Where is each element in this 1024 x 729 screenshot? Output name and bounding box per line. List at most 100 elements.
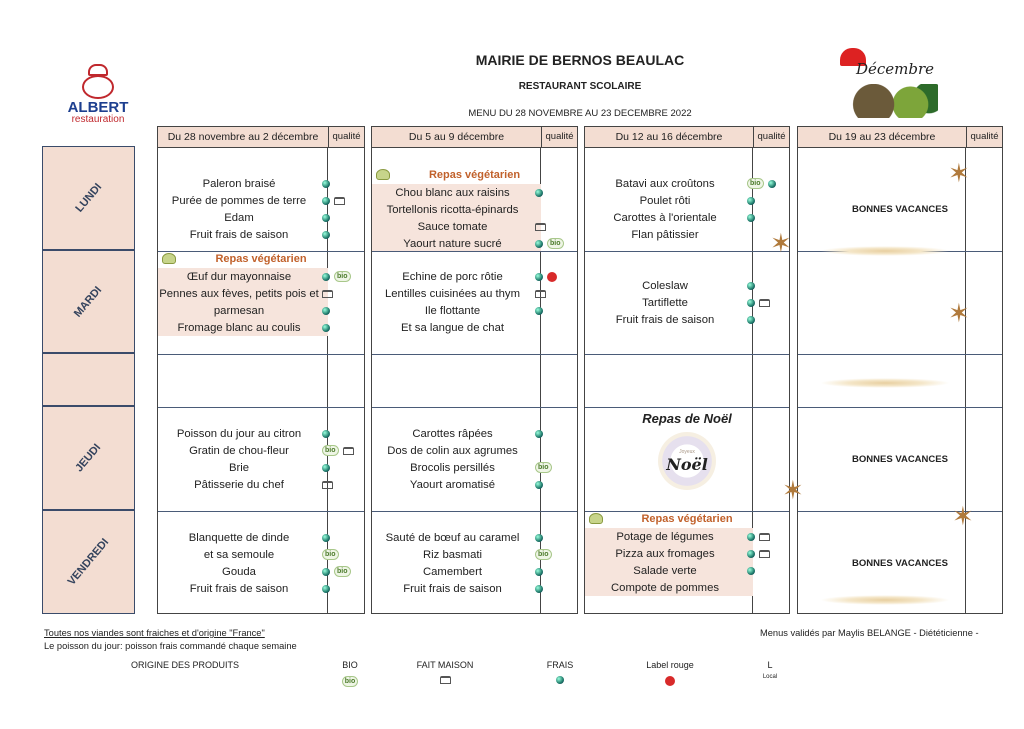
frais-icon [535,188,543,197]
dish-name: Poulet rôti [639,194,691,207]
holiday-label: BONNES VACANCES [852,453,948,465]
quality-icons [745,213,789,222]
row-divider [158,407,364,408]
fait-icon [334,196,345,205]
quality-icons: bio [533,549,577,560]
frais-icon [535,307,543,315]
week-dates: Du 5 au 9 décembre [408,131,505,143]
menu-item: Riz basmati bio [372,546,577,563]
menu-items: Sauté de bœuf au caramel Riz basmati bio Ca… [372,529,577,597]
dish-name: Purée de pommes de terre [171,194,307,207]
menu-cell-mercredi [585,354,789,407]
fait-icon [342,446,354,455]
legend-fait-label: FAIT MAISON [416,660,474,670]
quality-icons [533,429,577,438]
menu-item: Blanquette de dinde [158,529,364,546]
quality-icons [320,196,364,205]
frais-icon [322,213,330,222]
menu-item: Dos de colin aux agrumes [372,442,577,459]
dish-name: Sauté de bœuf au caramel [385,531,520,544]
day-label-text: LUNDI [73,181,104,215]
bio-icon: bio [535,549,552,560]
frais-icon [747,532,755,541]
dish-name: Batavi aux croûtons [615,177,715,190]
quality-divider [540,148,541,613]
row-divider [372,407,577,408]
menu-item: Pâtisserie du chef [158,476,364,493]
vegetables-icon [846,84,938,118]
day-label-lundi: LUNDI [42,146,135,250]
menu-cell-jeudi: Repas de Noël Joyeux Noël [585,407,789,511]
legend-local: L Local [750,660,790,680]
menu-item: Poulet rôti [585,192,789,209]
dish-name: Riz basmati [422,548,482,561]
frais-icon [747,315,755,324]
menu-item: Yaourt aromatisé [372,476,577,493]
dish-name: Fruit frais de saison [189,228,289,241]
footer-note-meat: Toutes nos viandes sont fraiches et d'or… [44,628,265,638]
week-header: Du 5 au 9 décembre qualité [372,127,577,148]
page-title: MAIRIE DE BERNOS BEAULAC [475,52,685,68]
row-divider [372,251,577,252]
quality-icons: bio [320,271,364,282]
frais-icon [322,179,330,188]
quality-icons [745,532,789,541]
week-header: Du 12 au 16 décembre qualité [585,127,789,148]
quality-icons [533,222,577,231]
row-divider [372,511,577,512]
row-divider [372,354,577,355]
fait-icon [535,290,546,298]
bio-icon: bio [547,238,564,249]
dish-name: Tortellonis ricotta-épinards [386,203,519,216]
day-label-text: JEUDI [73,441,104,475]
dish-name: et sa semoule [203,548,275,561]
frais-icon [322,584,330,593]
menu-item: Coleslaw [585,277,789,294]
chef-koala-icon [78,64,118,100]
bio-icon: bio [322,549,339,560]
week-column: Du 28 novembre au 2 décembre qualité Paler… [157,126,365,614]
menu-cell-vendredi: Repas végétarien Potage de légumes Pizza a… [585,511,789,615]
quality-icons [320,213,364,222]
row-divider [798,407,1002,408]
dish-name: Compote de pommes [611,581,719,594]
fait-icon [535,222,546,231]
week-column: Du 5 au 9 décembre qualité Repas végétarie… [371,126,578,614]
footer-validated: Menus validés par Maylis BELANGE - Diété… [760,628,979,638]
quality-icons [745,298,789,307]
dish-name: Fromage blanc au coulis [177,321,301,334]
menu-item: Œuf dur mayonnaise bio [158,268,351,285]
frais-icon [322,533,330,542]
menu-cell-mardi [798,251,1002,354]
legend-local-sub: Local [762,674,778,680]
dish-name: Carottes râpées [412,427,493,440]
quality-icons [320,429,364,438]
holiday-label: BONNES VACANCES [852,203,948,215]
dish-name: Poisson du jour au citron [176,427,302,440]
dish-name: Pizza aux fromages [615,547,715,560]
quality-header: qualité [966,127,1002,147]
dish-name: Coleslaw [642,279,688,292]
dish-name: parmesan [213,304,265,317]
menu-item: Fromage blanc au coulis [158,319,330,336]
dish-name: Gratin de chou-fleur [189,444,289,457]
menu-item: Gratin de chou-fleur bio [158,442,364,459]
fait-icon [322,289,333,298]
quality-icons: bio [533,238,577,249]
dish-name: Yaourt aromatisé [409,478,496,491]
menu-period: MENU DU 28 NOVEMBRE AU 23 DECEMBRE 2022 [468,108,692,119]
frais-icon [747,281,755,290]
quality-header: qualité [753,127,789,147]
legend-fait-maison: FAIT MAISON [400,660,490,686]
legend-frais: FRAIS [530,660,590,686]
dish-name: Œuf dur mayonnaise [186,270,292,283]
menu-item: Poisson du jour au citron [158,425,364,442]
dish-name: Paleron braisé [202,177,276,190]
dish-name: Et sa langue de chat [400,322,504,334]
menu-item: Lentilles cuisinées au thym [372,286,577,303]
menu-item: Yaourt nature sucré bio [372,235,564,252]
frais-icon [747,213,755,222]
quality-icons: bio [745,178,789,189]
menu-cell-vendredi: BONNES VACANCES [798,511,1002,615]
menu-cell-lundi: BONNES VACANCES [798,167,1002,251]
